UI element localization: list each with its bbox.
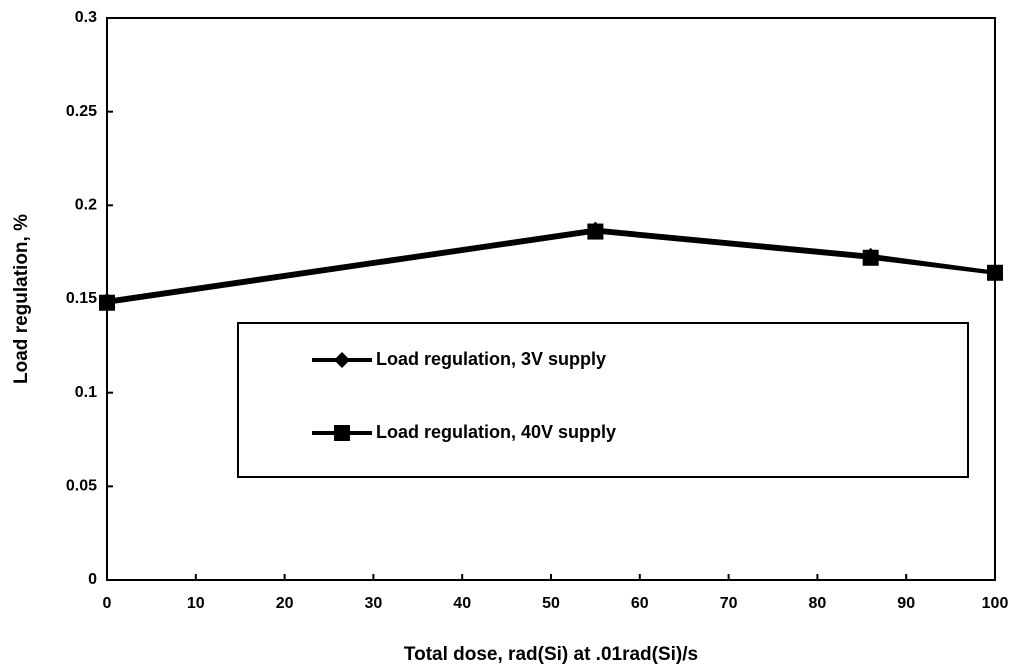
x-tick-label: 30	[365, 595, 383, 612]
y-tick-label: 0.15	[66, 290, 97, 307]
x-tick-label: 20	[276, 595, 294, 612]
marker	[987, 264, 1003, 281]
x-tick-label: 0	[103, 595, 112, 612]
x-tick-label: 60	[631, 595, 649, 612]
y-tick-label: 0.1	[75, 384, 97, 401]
legend-marker	[334, 425, 350, 441]
legend-text: Load regulation, 40V supply	[376, 422, 616, 442]
y-tick-label: 0.05	[66, 478, 97, 495]
y-tick-label: 0.2	[75, 197, 97, 214]
y-tick-label: 0	[88, 571, 97, 588]
x-tick-label: 70	[720, 595, 738, 612]
legend-text: Load regulation, 3V supply	[376, 349, 606, 369]
x-tick-label: 50	[542, 595, 560, 612]
series-line	[106, 229, 996, 305]
y-axis-label: Load regulation, %	[11, 214, 32, 384]
series-line	[106, 227, 996, 303]
x-tick-label: 80	[809, 595, 827, 612]
x-tick-label: 90	[897, 595, 915, 612]
marker	[99, 294, 115, 311]
legend-marker	[334, 352, 350, 368]
x-axis-label: Total dose, rad(Si) at .01rad(Si)/s	[404, 644, 698, 665]
plot-frame	[106, 17, 996, 581]
x-tick-label: 40	[453, 595, 471, 612]
marker	[862, 249, 879, 266]
marker	[587, 223, 604, 240]
y-tick-label: 0.3	[75, 9, 97, 26]
x-tick-label: 100	[982, 595, 1009, 612]
y-tick-label: 0.25	[66, 103, 97, 120]
x-tick-label: 10	[187, 595, 205, 612]
legend-box	[237, 322, 969, 478]
